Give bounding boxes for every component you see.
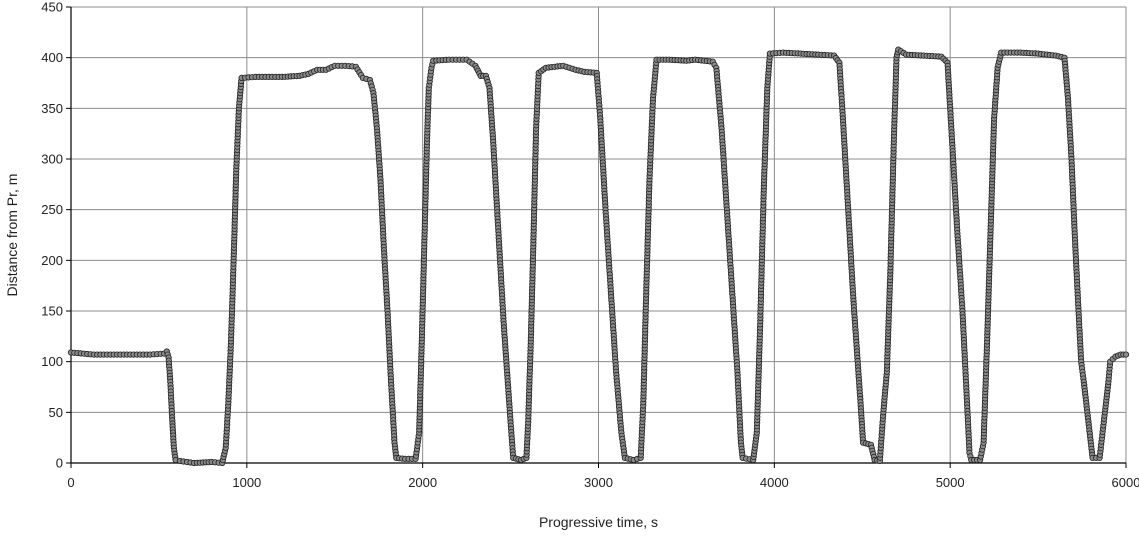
- y-tick-label: 150: [41, 304, 63, 319]
- y-tick-label: 100: [41, 354, 63, 369]
- x-tick-label: 4000: [760, 475, 789, 490]
- x-tick-label: 6000: [1112, 475, 1139, 490]
- x-tick-labels: 0 1000 2000 3000 4000 5000 6000: [67, 475, 1139, 490]
- y-tick-label: 300: [41, 152, 63, 167]
- x-axis-title: Progressive time, s: [539, 514, 658, 530]
- y-tick-label: 400: [41, 50, 63, 65]
- axes: [66, 6, 1127, 468]
- x-tick-label: 2000: [408, 475, 437, 490]
- x-tick-label: 5000: [936, 475, 965, 490]
- y-tick-label: 450: [41, 0, 63, 15]
- y-tick-label: 200: [41, 253, 63, 268]
- data-point: [1122, 351, 1130, 358]
- y-tick-label: 250: [41, 202, 63, 217]
- x-tick-label: 3000: [584, 475, 613, 490]
- series-markers: [67, 46, 1130, 467]
- x-tick-label: 0: [67, 475, 74, 490]
- y-tick-label: 350: [41, 101, 63, 116]
- x-tick-label: 1000: [232, 475, 261, 490]
- y-tick-labels: 0 50 100 150 200 250 300 350 400 450: [41, 0, 63, 471]
- y-tick-label: 50: [49, 405, 63, 420]
- y-tick-label: 0: [56, 456, 63, 471]
- y-axis-title: Distance from Pr, m: [4, 174, 20, 297]
